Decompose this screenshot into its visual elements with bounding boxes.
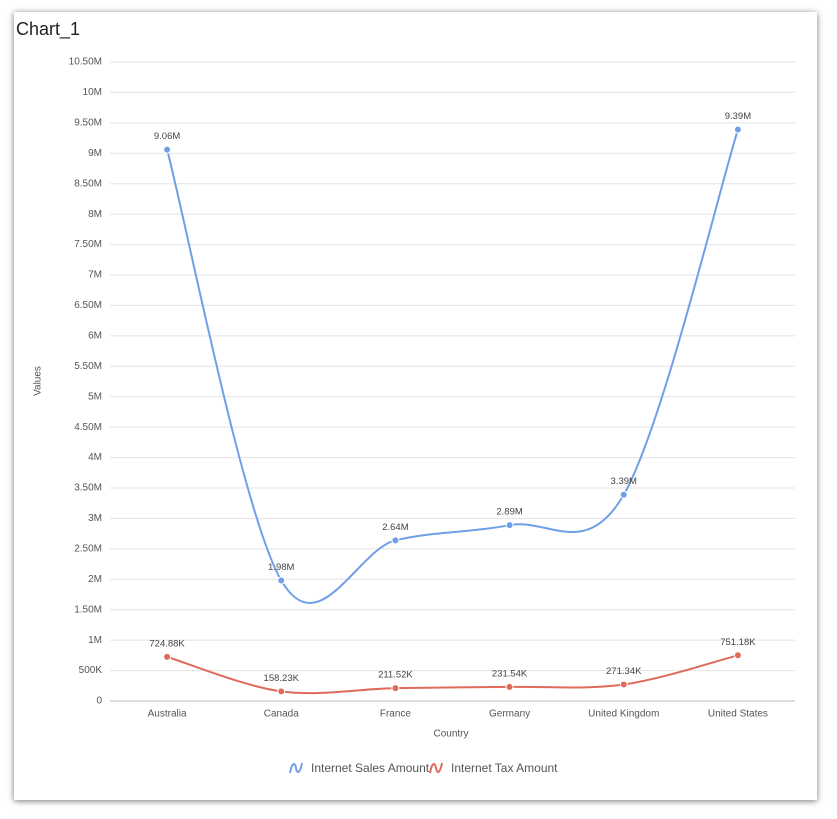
y-tick-label: 9.50M <box>74 117 102 128</box>
y-tick-label: 2.50M <box>74 543 102 554</box>
legend: Internet Sales Amount Internet Tax Amount <box>289 761 558 775</box>
data-label: 9.06M <box>154 131 180 142</box>
data-point <box>733 651 742 660</box>
legend-label: Internet Sales Amount <box>311 761 430 775</box>
series-line <box>166 129 739 604</box>
data-label: 158.23K <box>264 673 300 684</box>
x-tick-label: Canada <box>264 709 299 720</box>
data-label: 2.89M <box>496 507 522 518</box>
y-tick-label: 10.50M <box>69 57 102 68</box>
data-label: 2.64M <box>382 522 408 533</box>
y-tick-label: 9M <box>88 148 102 159</box>
y-axis-title: Values <box>33 366 44 396</box>
y-tick-label: 8M <box>88 209 102 220</box>
x-tick-label: Germany <box>489 709 530 720</box>
y-tick-label: 0 <box>96 696 102 707</box>
y-tick-label: 1.50M <box>74 604 102 615</box>
data-point <box>505 682 514 691</box>
data-label: 724.88K <box>149 638 185 649</box>
series-line <box>166 654 739 695</box>
legend-icon <box>429 762 443 774</box>
data-point <box>163 652 172 661</box>
y-tick-label: 4.50M <box>74 422 102 433</box>
data-point <box>277 576 286 585</box>
data-point <box>619 680 628 689</box>
y-tick-label: 5M <box>88 391 102 402</box>
y-tick-label: 4M <box>88 452 102 463</box>
data-label: 211.52K <box>378 670 413 681</box>
chart-title: Chart_1 <box>16 19 80 40</box>
data-label: 751.18K <box>720 637 756 648</box>
y-tick-label: 10M <box>83 87 102 98</box>
x-tick-label: United Kingdom <box>588 709 659 720</box>
data-label: 231.54K <box>492 668 528 679</box>
y-tick-label: 1M <box>88 635 102 646</box>
data-point <box>619 490 628 499</box>
data-label: 3.39M <box>611 476 637 487</box>
data-point <box>733 125 742 134</box>
y-tick-label: 2M <box>88 574 102 585</box>
data-point <box>277 687 286 696</box>
y-tick-label: 5.50M <box>74 361 102 372</box>
legend-label: Internet Tax Amount <box>451 761 558 775</box>
legend-icon <box>289 762 303 774</box>
data-label: 9.39M <box>725 111 751 122</box>
data-point <box>391 684 400 693</box>
y-tick-label: 500K <box>79 665 103 676</box>
data-point <box>505 521 514 530</box>
y-tick-label: 6.50M <box>74 300 102 311</box>
y-tick-label: 8.50M <box>74 178 102 189</box>
x-tick-label: Australia <box>148 709 187 720</box>
x-axis-title: Country <box>433 729 468 740</box>
y-tick-label: 3.50M <box>74 483 102 494</box>
data-point <box>163 145 172 154</box>
x-tick-label: France <box>380 709 412 720</box>
x-tick-label: United States <box>708 709 768 720</box>
data-label: 1.98M <box>268 562 294 573</box>
data-point <box>391 536 400 545</box>
y-tick-label: 3M <box>88 513 102 524</box>
data-label: 271.34K <box>606 666 642 677</box>
chart-card <box>14 12 817 800</box>
y-tick-label: 7M <box>88 270 102 281</box>
y-tick-label: 6M <box>88 330 102 341</box>
y-tick-label: 7.50M <box>74 239 102 250</box>
